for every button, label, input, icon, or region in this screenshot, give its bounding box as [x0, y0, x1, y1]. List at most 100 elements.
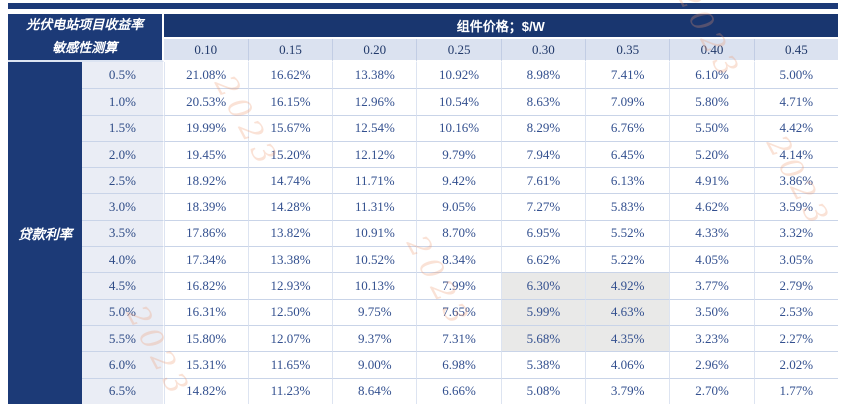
data-cell: 5.99%	[500, 298, 586, 325]
data-cell: 6.45%	[585, 140, 670, 168]
data-cell: 16.62%	[247, 62, 333, 89]
table-corner-title: 光伏电站项目收益率 敏感性测算	[8, 14, 164, 62]
data-cell: 12.07%	[247, 324, 333, 352]
data-cell: 10.13%	[332, 272, 417, 299]
row-label-3.0%: 3.0%	[82, 193, 164, 220]
data-cell: 7.99%	[416, 272, 501, 299]
data-cell: 4.06%	[585, 351, 670, 378]
data-cell: 9.79%	[416, 140, 501, 168]
data-cell: 6.13%	[585, 167, 670, 194]
data-cell: 3.50%	[669, 298, 754, 325]
data-cell: 2.27%	[753, 324, 838, 352]
data-cell: 13.38%	[332, 62, 417, 89]
data-cell: 2.70%	[669, 377, 754, 404]
data-cell: 6.30%	[500, 272, 586, 299]
data-cell: 10.52%	[332, 246, 417, 273]
data-cell: 3.86%	[753, 167, 838, 194]
data-cell: 4.63%	[585, 298, 670, 325]
data-cell: 7.61%	[500, 167, 586, 194]
row-label-4.0%: 4.0%	[82, 246, 164, 273]
data-cell: 6.95%	[500, 219, 586, 247]
column-header-0.15: 0.15	[247, 39, 333, 62]
row-label-4.5%: 4.5%	[82, 272, 164, 299]
data-cell: 10.91%	[332, 219, 417, 247]
corner-title-line1: 光伏电站项目收益率	[26, 17, 144, 33]
data-cell: 2.53%	[753, 298, 838, 325]
data-cell: 6.98%	[416, 351, 501, 378]
data-cell: 12.93%	[247, 272, 333, 299]
table-row: 3.0% 18.39% 14.28% 11.31% 9.05% 7.27% 5.83% 4.6…	[8, 193, 838, 220]
data-cell: 17.34%	[163, 246, 248, 273]
data-cell: 5.38%	[500, 351, 586, 378]
data-cell: 8.63%	[500, 88, 586, 115]
data-cell: 16.82%	[163, 272, 248, 299]
data-cell: 15.80%	[163, 324, 248, 352]
table-row: 3.5% 17.86% 13.82% 10.91% 8.70% 6.95% 5.52% 4.3…	[8, 219, 838, 247]
data-cell: 4.35%	[585, 324, 670, 352]
data-cell: 9.00%	[332, 351, 417, 378]
data-cell: 8.64%	[332, 377, 417, 404]
data-cell: 19.45%	[163, 140, 248, 168]
group-header-row: 光伏电站项目收益率 敏感性测算 组件价格；$/W	[8, 14, 838, 62]
data-cell: 7.65%	[416, 298, 501, 325]
data-cell: 11.31%	[332, 193, 417, 220]
data-cell: 2.02%	[753, 351, 838, 378]
data-cell: 18.92%	[163, 167, 248, 194]
data-cell: 4.91%	[669, 167, 754, 194]
row-label-5.5%: 5.5%	[82, 324, 164, 352]
data-cell: 8.70%	[416, 219, 501, 247]
data-cell: 11.65%	[247, 351, 333, 378]
data-cell: 17.86%	[163, 219, 248, 247]
table-row: 6.5% 14.82% 11.23% 8.64% 6.66% 5.08% 3.79% 2.70…	[8, 377, 838, 404]
column-header-0.25: 0.25	[416, 39, 501, 62]
data-cell: 14.82%	[163, 377, 248, 404]
row-label-2.0%: 2.0%	[82, 140, 164, 168]
data-cell: 4.42%	[753, 114, 838, 141]
data-cell: 8.29%	[500, 114, 586, 141]
top-border-rule	[8, 3, 838, 9]
data-cell: 5.50%	[669, 114, 754, 141]
table-row: 4.0% 17.34% 13.38% 10.52% 8.34% 6.62% 5.22% 4.0…	[8, 246, 838, 273]
data-cell: 6.66%	[416, 377, 501, 404]
data-cell: 12.12%	[332, 140, 417, 168]
table-row: 2.5% 18.92% 14.74% 11.71% 9.42% 7.61% 6.13% 4.9…	[8, 167, 838, 194]
row-label-1.5%: 1.5%	[82, 114, 164, 141]
data-cell: 8.98%	[500, 62, 586, 89]
data-cell: 3.59%	[753, 193, 838, 220]
data-cell: 14.28%	[247, 193, 333, 220]
data-cell: 12.96%	[332, 88, 417, 115]
row-group-header: 贷款利率	[8, 62, 83, 404]
data-cell: 9.37%	[332, 324, 417, 352]
data-cell: 13.82%	[247, 219, 333, 247]
table-header: 光伏电站项目收益率 敏感性测算 组件价格；$/W 0.10 0.15 0.20 0.2…	[8, 14, 838, 62]
data-cell: 4.33%	[669, 219, 754, 247]
data-cell: 7.31%	[416, 324, 501, 352]
table-row: 5.0% 16.31% 12.50% 9.75% 7.65% 5.99% 4.63% 3.50…	[8, 298, 838, 325]
data-cell: 12.54%	[332, 114, 417, 141]
data-cell: 11.23%	[247, 377, 333, 404]
data-cell: 11.71%	[332, 167, 417, 194]
data-cell: 16.31%	[163, 298, 248, 325]
table-body: 贷款利率 0.5% 21.08% 16.62% 13.38% 10.92% 8.98% 7.4…	[8, 62, 838, 404]
data-cell: 16.15%	[247, 88, 333, 115]
column-header-0.45: 0.45	[753, 39, 838, 62]
data-cell: 5.68%	[500, 324, 586, 352]
data-cell: 3.77%	[669, 272, 754, 299]
data-cell: 3.05%	[753, 246, 838, 273]
data-cell: 5.08%	[500, 377, 586, 404]
data-cell: 7.27%	[500, 193, 586, 220]
data-cell: 5.20%	[669, 140, 754, 168]
table-row: 5.5% 15.80% 12.07% 9.37% 7.31% 5.68% 4.35% 3.23…	[8, 324, 838, 352]
column-header-0.35: 0.35	[585, 39, 670, 62]
data-cell: 15.67%	[247, 114, 333, 141]
data-cell: 18.39%	[163, 193, 248, 220]
data-cell: 12.50%	[247, 298, 333, 325]
row-label-0.5%: 0.5%	[82, 62, 164, 89]
data-cell: 6.10%	[669, 62, 754, 89]
data-cell: 9.05%	[416, 193, 501, 220]
data-cell: 6.76%	[585, 114, 670, 141]
data-cell: 5.00%	[753, 62, 838, 89]
column-header-0.10: 0.10	[163, 39, 248, 62]
data-cell: 5.22%	[585, 246, 670, 273]
row-label-3.5%: 3.5%	[82, 219, 164, 247]
